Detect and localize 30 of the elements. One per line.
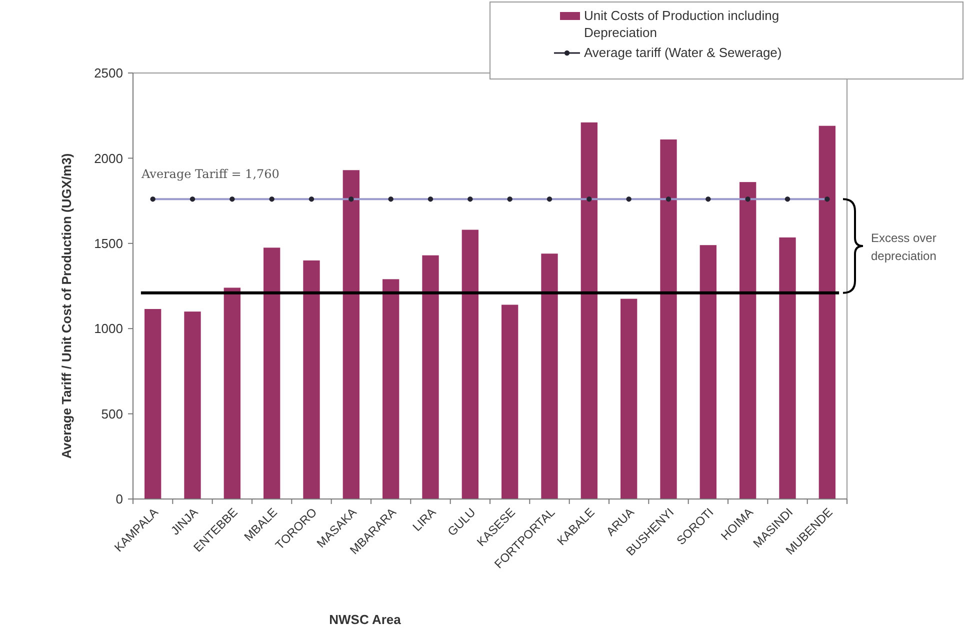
bar (303, 260, 320, 499)
y-tick-label: 0 (116, 492, 123, 507)
x-axis-title: NWSC Area (329, 612, 402, 627)
bar (382, 279, 400, 499)
bar (740, 182, 756, 499)
legend-label: Average tariff (Water & Sewerage) (584, 45, 782, 60)
y-tick-label: 2000 (94, 150, 123, 166)
bar (342, 170, 360, 499)
legend-label: Unit Costs of Production including Depreciation (584, 8, 780, 40)
bar (422, 255, 439, 499)
annotation: Average Tariff = 1,760 (140, 167, 280, 182)
bar (144, 309, 162, 499)
bar (580, 122, 598, 499)
bar (620, 298, 638, 499)
bar (779, 237, 796, 499)
bar (818, 126, 836, 499)
bar (462, 230, 478, 499)
bar (264, 248, 280, 499)
y-tick-label: 1500 (94, 236, 123, 251)
bar (184, 312, 201, 499)
y-axis-title: Average Tariff / Unit Cost of Production (UGX/m3) (59, 153, 74, 459)
bar (541, 254, 558, 499)
bar (224, 288, 240, 499)
bar (700, 245, 716, 499)
y-tick-label: 2500 (94, 66, 123, 81)
y-tick-label: 1000 (94, 321, 123, 336)
bar (660, 139, 677, 499)
bar (502, 304, 518, 499)
text: Excess over depreciation (871, 230, 936, 263)
y-tick-label: 500 (101, 406, 123, 422)
